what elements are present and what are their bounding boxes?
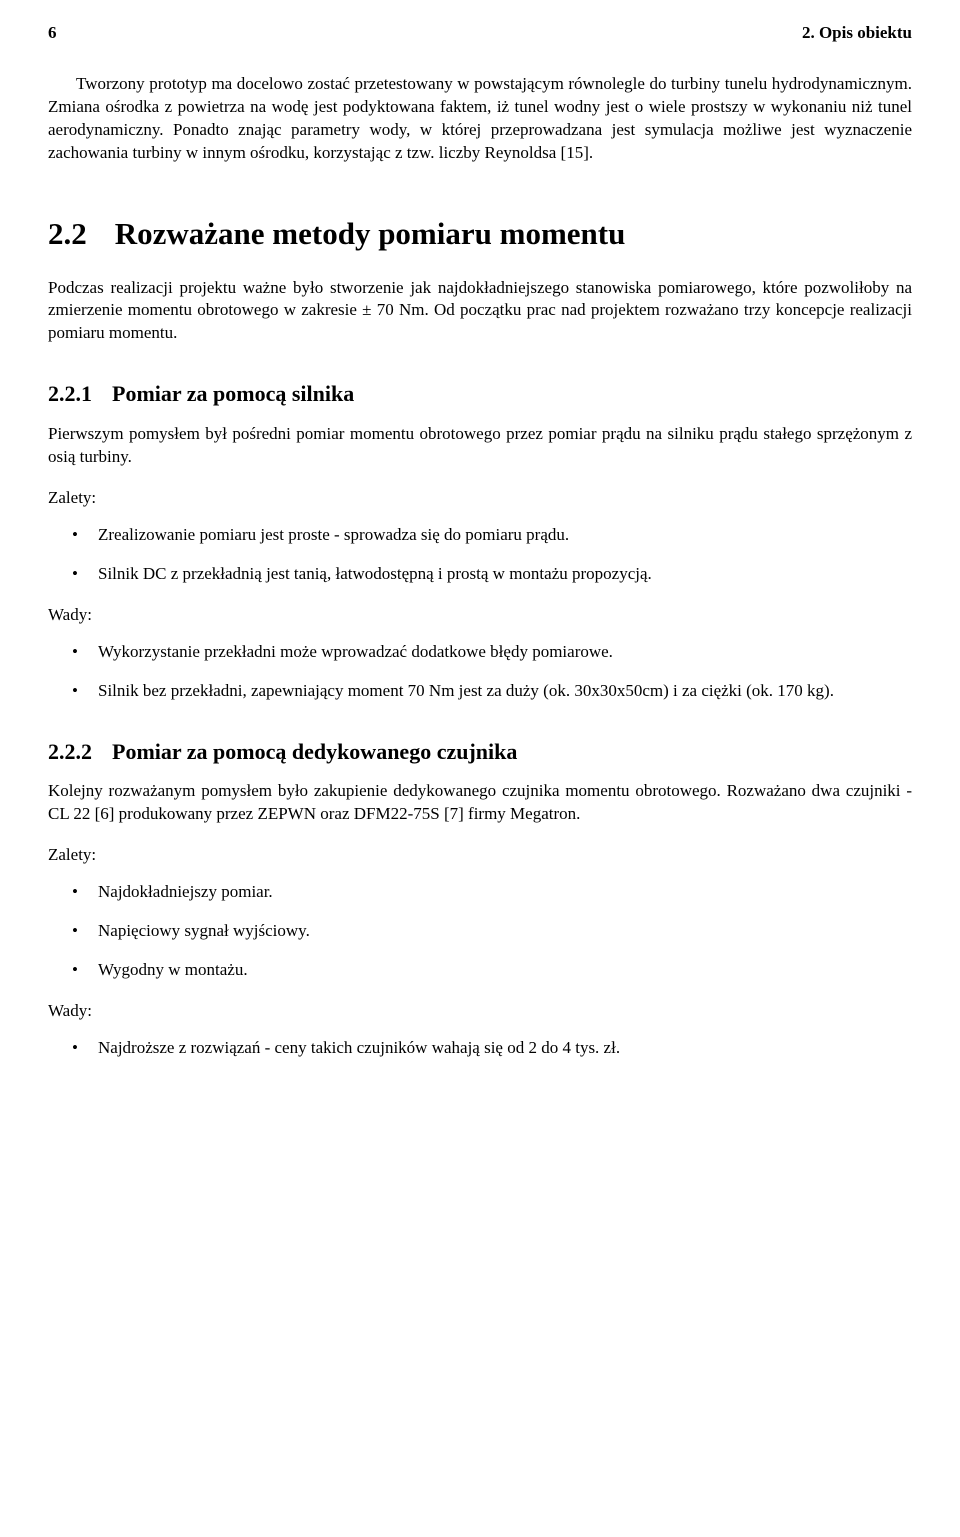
list-item: Zrealizowanie pomiaru jest proste - spro… [84,524,912,547]
zalety-list-221: Zrealizowanie pomiaru jest proste - spro… [48,524,912,586]
list-item: Wykorzystanie przekładni może wprowadzać… [84,641,912,664]
wady-list-222: Najdroższe z rozwiązań - ceny takich czu… [48,1037,912,1060]
section-2-2-2-paragraph: Kolejny rozważanym pomysłem było zakupie… [48,780,912,826]
section-2-2-number: 2.2 [48,216,87,251]
zalety-label-222: Zalety: [48,844,912,867]
page-header: 6 2. Opis obiektu [48,22,912,45]
section-2-2-1-title: Pomiar za pomocą silnika [112,381,354,406]
section-2-2-heading: 2.2 Rozważane metody pomiaru momentu [48,213,912,255]
list-item: Napięciowy sygnał wyjściowy. [84,920,912,943]
section-2-2-1-heading: 2.2.1 Pomiar za pomocą silnika [48,379,912,409]
chapter-label: 2. Opis obiektu [802,22,912,45]
wady-label-221: Wady: [48,604,912,627]
list-item: Silnik DC z przekładnią jest tanią, łatw… [84,563,912,586]
section-2-2-2-heading: 2.2.2 Pomiar za pomocą dedykowanego czujn… [48,737,912,767]
section-2-2-2-number: 2.2.2 [48,739,92,764]
section-2-2-title: Rozważane metody pomiaru momentu [115,216,626,251]
section-2-2-2-title: Pomiar za pomocą dedykowanego czujnika [112,739,517,764]
intro-paragraph: Tworzony prototyp ma docelowo zostać prz… [48,73,912,165]
section-2-2-paragraph: Podczas realizacji projektu ważne było s… [48,277,912,346]
wady-label-222: Wady: [48,1000,912,1023]
section-2-2-1-number: 2.2.1 [48,381,92,406]
list-item: Silnik bez przekładni, zapewniający mome… [84,680,912,703]
section-2-2-1-paragraph: Pierwszym pomysłem był pośredni pomiar m… [48,423,912,469]
zalety-label-221: Zalety: [48,487,912,510]
list-item: Najdroższe z rozwiązań - ceny takich czu… [84,1037,912,1060]
list-item: Najdokładniejszy pomiar. [84,881,912,904]
list-item: Wygodny w montażu. [84,959,912,982]
zalety-list-222: Najdokładniejszy pomiar. Napięciowy sygn… [48,881,912,982]
wady-list-221: Wykorzystanie przekładni może wprowadzać… [48,641,912,703]
page-number: 6 [48,22,57,45]
